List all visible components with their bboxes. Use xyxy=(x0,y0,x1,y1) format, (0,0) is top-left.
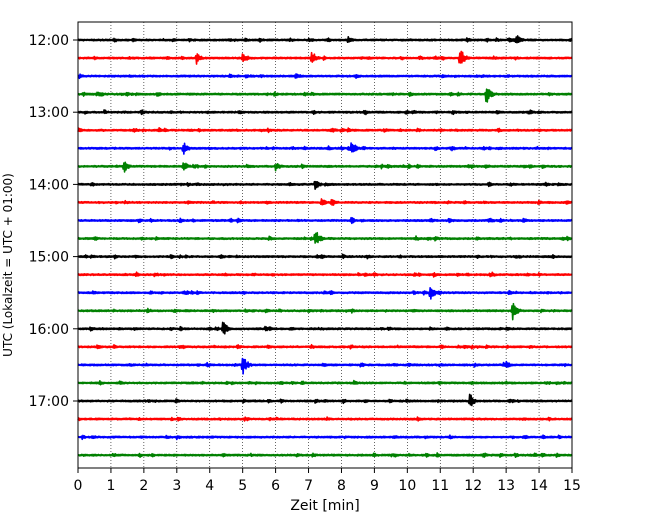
x-tick-label: 14 xyxy=(530,478,548,494)
trace-1415 xyxy=(77,198,573,206)
trace-1600 xyxy=(77,321,573,335)
x-tick-label: 5 xyxy=(238,478,247,494)
trace-1400 xyxy=(77,180,573,190)
trace-1615 xyxy=(77,343,573,350)
trace-1245 xyxy=(77,88,573,103)
trace-1700 xyxy=(77,393,573,407)
trace-1645 xyxy=(77,379,573,386)
trace-1630 xyxy=(77,357,573,375)
x-tick-label: 7 xyxy=(304,478,313,494)
y-tick-label: 17:00 xyxy=(29,394,69,410)
y-tick-label: 15:00 xyxy=(29,250,69,266)
trace-1545 xyxy=(77,302,573,321)
trace-1515 xyxy=(77,271,573,278)
trace-1300 xyxy=(77,109,573,116)
trace-1530 xyxy=(77,286,573,300)
x-tick-label: 9 xyxy=(370,478,379,494)
x-tick-label: 8 xyxy=(337,478,346,494)
x-tick-label: 0 xyxy=(74,478,83,494)
trace-1500 xyxy=(77,253,573,260)
trace-1430 xyxy=(77,216,573,225)
trace-1200 xyxy=(77,35,573,44)
x-tick-label: 12 xyxy=(464,478,482,494)
trace-1445 xyxy=(77,231,573,244)
trace-1315 xyxy=(77,126,573,134)
plot-frame xyxy=(77,21,573,469)
x-tick-label: 3 xyxy=(172,478,181,494)
trace-1330 xyxy=(77,142,573,155)
y-axis-label: UTC (Lokalzeit = UTC + 01:00) xyxy=(1,173,15,357)
x-tick-label: 10 xyxy=(398,478,416,494)
x-tick-label: 2 xyxy=(139,478,148,494)
trace-group xyxy=(77,35,573,459)
y-tick-label: 13:00 xyxy=(29,105,69,121)
trace-1215 xyxy=(77,50,573,65)
trace-1345 xyxy=(77,161,573,173)
x-tick-label: 15 xyxy=(563,478,581,494)
x-gridlines xyxy=(110,22,540,468)
y-tick-label: 14:00 xyxy=(29,177,69,193)
x-tick-label: 11 xyxy=(431,478,449,494)
trace-1715 xyxy=(77,416,573,422)
x-axis-label: Zeit [min] xyxy=(290,498,359,514)
x-axis-ticks: 0 1 2 3 4 5 6 7 8 9 10 11 12 13 14 15 xyxy=(74,468,581,494)
trace-1230 xyxy=(77,73,573,80)
trace-1730 xyxy=(77,434,573,441)
x-tick-label: 6 xyxy=(271,478,280,494)
x-tick-label: 4 xyxy=(205,478,214,494)
x-tick-label: 13 xyxy=(497,478,515,494)
x-tick-label: 1 xyxy=(106,478,115,494)
y-tick-label: 12:00 xyxy=(29,33,69,49)
y-tick-label: 16:00 xyxy=(29,322,69,338)
y-axis-ticks: 12:00 13:00 14:00 15:00 16:00 17:00 xyxy=(29,33,78,410)
trace-1745 xyxy=(77,452,573,459)
